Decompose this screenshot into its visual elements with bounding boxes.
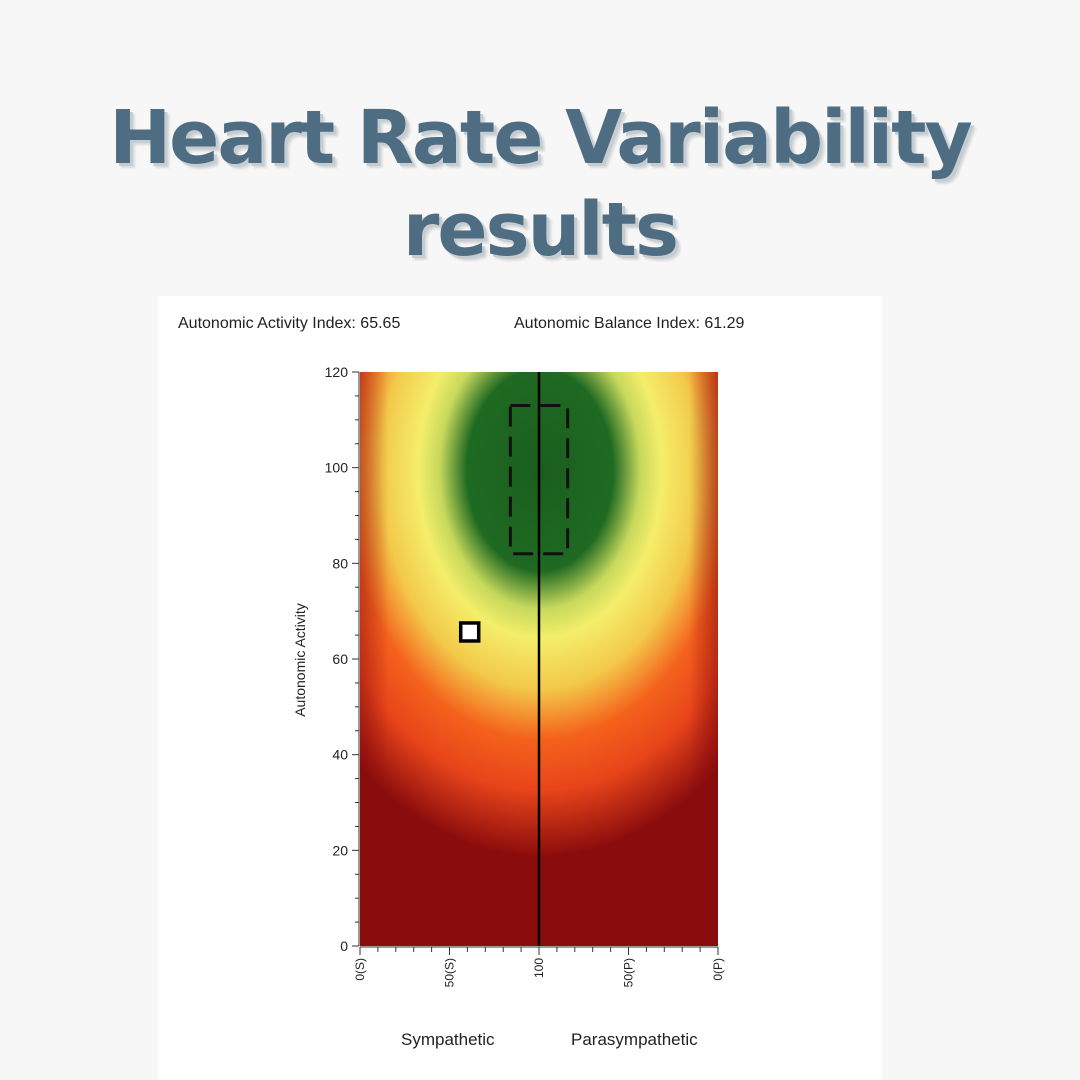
page-title: Heart Rate Variability results	[0, 92, 1080, 276]
activity-index-label: Autonomic Activity Index: 65.65	[178, 315, 401, 332]
x-tick-label: 50(S)	[443, 958, 457, 987]
parasympathetic-label: Parasympathetic	[571, 1030, 698, 1049]
y-tick-label: 20	[332, 842, 348, 858]
y-tick-label: 120	[325, 364, 349, 380]
y-tick-label: 60	[332, 651, 348, 667]
y-tick-label: 80	[332, 555, 348, 571]
balance-index-label: Autonomic Balance Index: 61.29	[514, 315, 745, 332]
result-marker	[458, 621, 481, 643]
target-zone-box	[508, 403, 570, 556]
y-tick-label: 0	[340, 938, 348, 954]
y-tick-label: 100	[325, 460, 349, 476]
x-tick-label: 0(S)	[353, 958, 367, 981]
y-tick-label: 40	[332, 747, 348, 763]
y-axis-label: Autonomic Activity	[292, 603, 308, 717]
sympathetic-label: Sympathetic	[401, 1030, 495, 1049]
y-axis: 0 20 40 60 80 100 120	[325, 364, 360, 954]
x-tick-label: 0(P)	[711, 958, 725, 981]
x-axis: 0(S) 50(S) 100 50(P) 0(P)	[353, 946, 725, 987]
title-line-1: Heart Rate Variability	[109, 95, 973, 181]
title-line-2: results	[402, 187, 679, 273]
x-tick-label: 50(P)	[622, 958, 636, 987]
x-tick-label: 100	[532, 958, 546, 978]
